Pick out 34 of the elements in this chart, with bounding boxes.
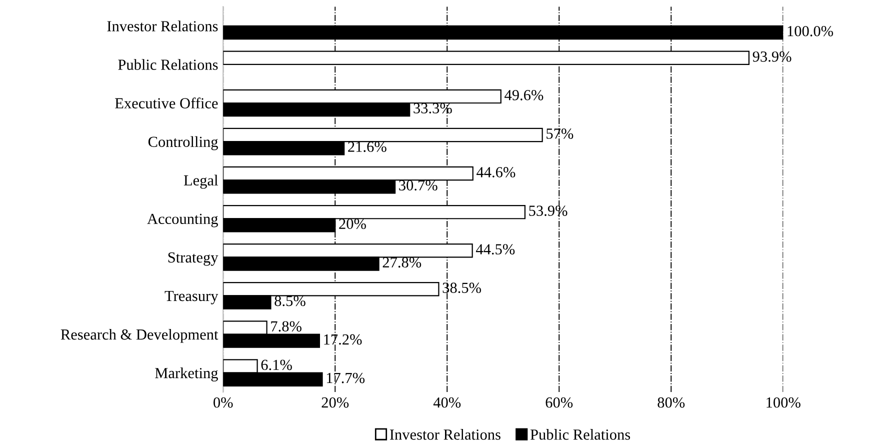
x-tick-label: 20% <box>322 397 349 408</box>
data-label: 44.6% <box>476 167 516 178</box>
y-tick-label: Executive Office <box>115 98 218 108</box>
data-label: 17.2% <box>324 334 362 345</box>
y-tick-label: Accounting <box>147 214 218 228</box>
data-label: 53.9% <box>529 206 568 216</box>
y-tick-label: Controlling <box>148 136 218 150</box>
y-tick-label: Public Relations <box>118 59 218 70</box>
x-tick-label: 40% <box>433 397 461 408</box>
data-label: 20% <box>339 218 366 230</box>
data-label: 8.5% <box>274 296 306 306</box>
data-label: 100.0% <box>788 26 834 36</box>
y-tick-label: Research & Development <box>60 328 218 343</box>
data-label: 21.6% <box>348 142 386 152</box>
y-tick-label: Legal <box>184 174 218 189</box>
data-label: 38.5% <box>442 282 482 294</box>
y-tick-label: Treasury <box>164 290 218 304</box>
data-label: 49.6% <box>504 90 544 100</box>
x-tick-label: 60% <box>546 397 573 408</box>
data-label: 93.9% <box>752 51 792 62</box>
legend-label: Investor Relations <box>390 429 500 440</box>
data-label: 44.5% <box>476 244 515 254</box>
x-tick-label: 100% <box>766 397 800 408</box>
data-label: 27.8% <box>382 257 422 268</box>
legend-label: Public Relations <box>530 429 630 440</box>
data-label: 6.1% <box>261 360 292 370</box>
y-tick-label: Investor Relations <box>107 20 218 32</box>
y-tick-label: Strategy <box>168 252 218 266</box>
data-label: 7.8% <box>271 321 302 332</box>
y-tick-label: Marketing <box>155 367 218 382</box>
data-label: 57% <box>546 128 574 139</box>
x-tick-label: 0% <box>214 397 233 408</box>
x-tick-label: 80% <box>658 397 685 408</box>
data-label: 30.7% <box>399 180 438 191</box>
